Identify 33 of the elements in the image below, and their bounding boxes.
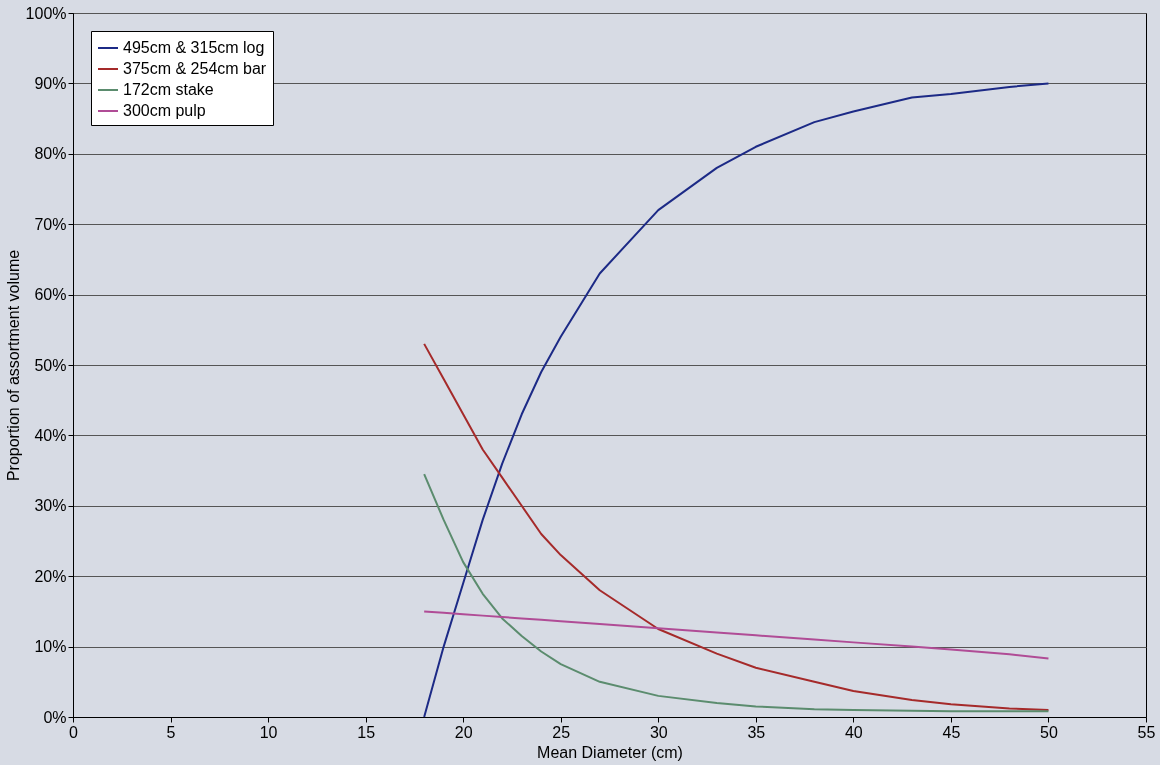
y-tick-label: 100% — [25, 4, 67, 22]
x-tick-label: 45 — [942, 723, 961, 741]
y-tick-label: 50% — [34, 356, 67, 374]
legend-label: 375cm & 254cm bar — [123, 60, 267, 77]
y-tick-label: 10% — [34, 638, 67, 656]
x-tick-label: 20 — [454, 723, 473, 741]
x-tick-label: 40 — [844, 723, 863, 741]
x-tick-label: 55 — [1137, 723, 1156, 741]
legend-label: 495cm & 315cm log — [123, 39, 265, 56]
y-tick-label: 40% — [34, 426, 67, 444]
line-series — [423, 610, 1050, 660]
y-tick-label: 80% — [34, 145, 67, 163]
y-tick-label: 90% — [34, 74, 67, 92]
x-tick-label: 25 — [552, 723, 571, 741]
x-tick-label: 30 — [649, 723, 668, 741]
y-tick-label: 60% — [34, 286, 67, 304]
x-tick-label: 10 — [259, 723, 278, 741]
line-series — [423, 342, 1050, 711]
y-tick-label: 30% — [34, 497, 67, 515]
x-tick-label: 50 — [1040, 723, 1058, 741]
legend-label: 300cm pulp — [123, 102, 206, 119]
x-tick-label: 5 — [166, 723, 176, 741]
y-tick-label: 20% — [34, 567, 67, 585]
y-axis-title: Proportion of assortment volume — [4, 249, 22, 482]
x-axis-title: Mean Diameter (cm) — [537, 743, 683, 761]
y-tick-label: 0% — [43, 708, 67, 726]
x-tick-label: 0 — [69, 723, 79, 741]
line-series — [423, 473, 1050, 713]
legend-label: 172cm stake — [123, 81, 214, 98]
x-tick-label: 35 — [747, 723, 766, 741]
y-tick-label: 70% — [34, 215, 67, 233]
line-series — [423, 82, 1050, 718]
x-tick-label: 15 — [357, 723, 376, 741]
